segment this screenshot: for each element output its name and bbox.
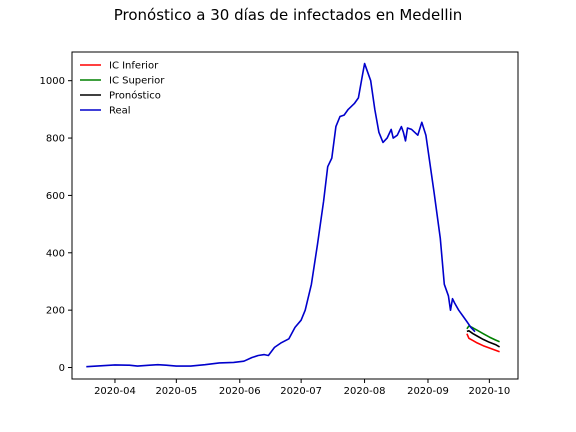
x-tick-label-1: 2020-05 <box>155 386 197 397</box>
x-tick-label-5: 2020-09 <box>407 386 449 397</box>
chart-title: Pronóstico a 30 días de infectados en Me… <box>113 6 463 24</box>
y-tick-label-1: 200 <box>46 306 65 317</box>
x-tick-label-2: 2020-06 <box>219 386 261 397</box>
legend-label-1: IC Superior <box>109 76 165 87</box>
y-tick-label-2: 400 <box>46 248 65 259</box>
plot-lines <box>86 62 500 368</box>
legend: IC Inferior IC Superior Pronóstico Real <box>80 61 165 117</box>
y-tick-label-5: 1000 <box>40 76 65 87</box>
series-line-0 <box>466 333 500 353</box>
y-tick-label-3: 600 <box>46 191 65 202</box>
series-line-2 <box>466 330 500 348</box>
x-axis-ticks: 2020-04 2020-05 2020-06 2020-07 2020-08 2020-… <box>94 379 510 397</box>
y-tick-label-0: 0 <box>59 363 65 374</box>
legend-label-2: Pronóstico <box>109 90 161 102</box>
x-tick-label-3: 2020-07 <box>280 386 322 397</box>
x-tick-label-4: 2020-08 <box>344 386 386 397</box>
x-tick-label-0: 2020-04 <box>94 386 136 397</box>
y-axis-ticks: 0 200 400 600 800 1000 <box>40 76 72 374</box>
y-tick-label-4: 800 <box>46 134 65 145</box>
x-tick-label-6: 2020-10 <box>468 386 510 397</box>
plot-frame <box>71 51 519 380</box>
legend-label-3: Real <box>109 106 131 117</box>
legend-label-0: IC Inferior <box>109 61 159 72</box>
series-line-3 <box>86 62 476 368</box>
